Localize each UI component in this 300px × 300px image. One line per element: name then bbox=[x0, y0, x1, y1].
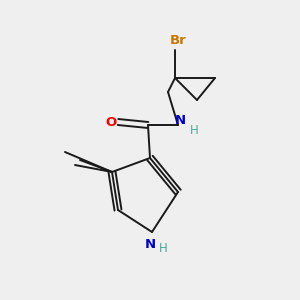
Text: N: N bbox=[174, 113, 186, 127]
Text: H: H bbox=[190, 124, 198, 136]
Text: N: N bbox=[144, 238, 156, 250]
Text: H: H bbox=[159, 242, 167, 254]
Text: Br: Br bbox=[169, 34, 186, 46]
Text: O: O bbox=[105, 116, 117, 128]
